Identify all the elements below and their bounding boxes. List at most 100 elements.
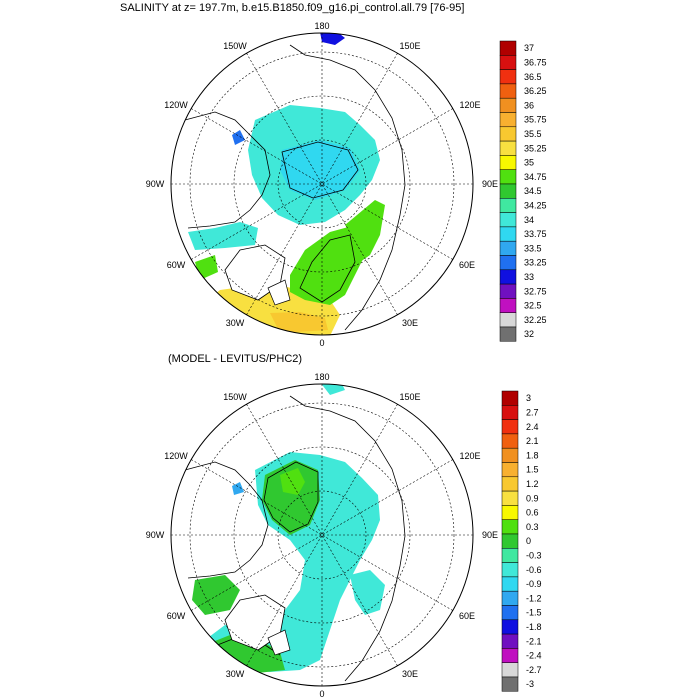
colorbar-label: -1.2 [526,593,542,603]
colorbar-label: -3 [526,679,534,689]
colorbar-swatch [499,126,517,142]
colorbar-swatch [501,447,519,463]
lon-label: 30E [402,669,418,679]
colorbar-label: 3 [526,393,531,403]
colorbar-label: 34.75 [524,172,547,182]
eurasia-coastline [289,44,406,331]
positive-anomaly-region [192,575,240,615]
colorbar-label: 32.75 [524,286,547,296]
negative-anomaly-patch [232,482,244,495]
map-boundary [170,32,474,336]
colorbar-swatch [499,326,517,342]
colorbar-label: 1.8 [526,450,539,460]
colorbar-swatch [501,605,519,621]
colorbar-swatch [499,83,517,99]
bering-anomaly [320,384,345,395]
lon-label: 30W [226,669,245,679]
north-america-coastline [184,111,271,229]
colorbar-swatch [499,155,517,170]
lon-label: 60E [459,611,475,621]
longitude-labels: 180 150E 120E 90E 60E 30E 0 30W 60W 90W … [146,21,498,348]
colorbar-swatch [501,590,519,606]
colorbar-swatch [499,269,517,285]
colorbar-swatch [501,548,519,563]
colorbar-swatch [499,55,517,70]
colorbar-swatch [501,419,519,435]
colorbar-label: 0.6 [526,508,539,518]
colorbar-label: 34 [524,215,534,225]
positive-anomaly-region [262,460,320,535]
colorbar-swatch [499,283,517,299]
colorbar-swatch [501,433,519,449]
colorbar-swatch [499,226,517,242]
colorbar-label: 2.7 [526,407,539,417]
colorbar-label: 35 [524,158,534,168]
colorbar-swatch [501,462,519,478]
colorbar-swatch [499,255,517,271]
lon-label: 150W [223,41,247,51]
salinity-contour [281,141,359,199]
lon-label: 60W [167,260,186,270]
colorbar-swatch [501,405,519,420]
colorbar-label: 2.1 [526,436,539,446]
bottom-polar-map: 180 150E 120E 90E 60E 30E 0 30W 60W 90W … [146,372,498,699]
colorbar-label: 35.25 [524,143,547,153]
colorbar-label: 33 [524,272,534,282]
greenland-coastline [224,594,286,651]
north-america-coastline [184,461,269,579]
baffin-bay-region [188,222,258,250]
colorbar-label: -0.9 [526,579,542,589]
lon-label: 150W [223,392,247,402]
colorbar-swatch [499,69,517,85]
colorbar-label: 1.5 [526,465,539,475]
colorbar-swatch [501,519,519,535]
barents-sea-region [345,200,385,262]
colorbar-label: 33.25 [524,258,547,268]
beaufort-gyre-region [280,140,360,200]
colorbar-label: 36.25 [524,86,547,96]
colorbar-swatch [499,183,517,199]
lon-label: 30W [226,318,245,328]
colorbar-swatch [501,662,519,678]
colorbar-label: 32.5 [524,301,542,311]
lon-label: 0 [319,689,324,699]
colorbar-label: -2.7 [526,665,542,675]
lon-label: 90E [482,179,498,189]
colorbar-swatch [501,633,519,649]
colorbar-swatch [501,476,519,492]
low-salinity-patch [232,130,245,145]
colorbar-label: -1.5 [526,608,542,618]
eurasia-coastline [289,395,406,682]
lon-label: 120W [164,451,188,461]
colorbar-label: 32.25 [524,315,547,325]
colorbar-label: 33.75 [524,229,547,239]
lon-label: 0 [319,338,324,348]
lon-label: 90W [146,530,165,540]
colorbar-label: 36.5 [524,72,542,82]
colorbar-label: 1.2 [526,479,539,489]
atlantic-peak-salinity-region [270,312,328,333]
salinity-contour [299,234,356,303]
colorbar-label: -2.1 [526,636,542,646]
colorbar-label: 35.5 [524,129,542,139]
colorbar-label: 34.5 [524,186,542,196]
longitude-labels: 180 150E 120E 90E 60E 30E 0 30W 60W 90W … [146,372,498,699]
lon-label: 180 [314,21,329,31]
colorbar-swatch [501,490,519,506]
graticule [171,33,473,335]
anomaly-neutral-region [205,452,380,672]
colorbar-label: -2.4 [526,651,542,661]
anomaly-neutral-region [350,570,385,615]
colorbar-label: 0 [526,536,531,546]
top-polar-map: 180 150E 120E 90E 60E 30E 0 30W 60W 90W … [146,21,498,348]
map-boundary [170,383,474,687]
colorbar-swatch [499,198,517,213]
lon-label: 90E [482,530,498,540]
colorbar-swatch [499,140,517,156]
lon-label: 180 [314,372,329,382]
lon-label: 120E [459,100,480,110]
nordic-sea-region [290,226,365,305]
colorbar-swatch [499,240,517,256]
colorbar-label: 36 [524,100,534,110]
